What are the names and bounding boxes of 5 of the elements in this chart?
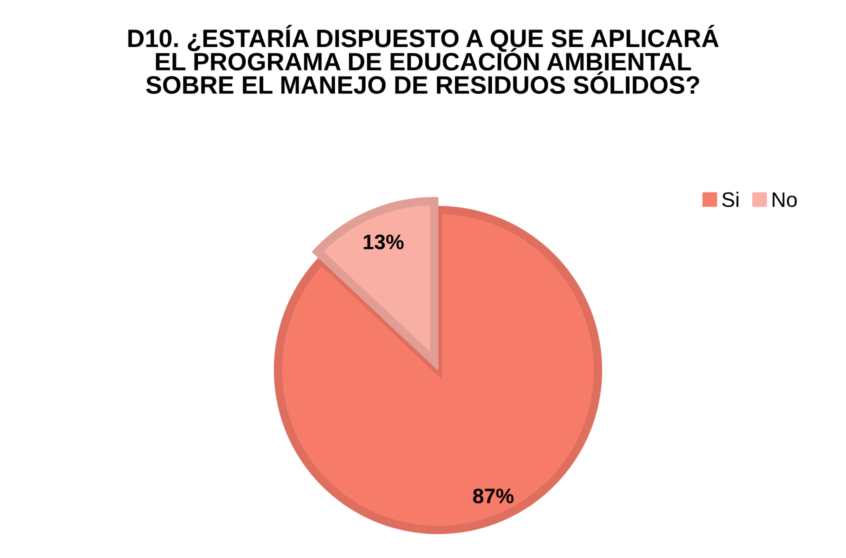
chart-title: D10. ¿ESTARÍA DISPUESTO A QUE SE APLICARÁ EL PROGRAMA DE EDUCACIÓN AMBIENTAL SOBRE EL MANEJO DE RESIDUOS SÓLIDOS?	[128, 24, 719, 94]
data-label: 87%	[473, 488, 514, 504]
data-label: 13%	[364, 234, 404, 250]
legend-label: Si	[722, 192, 738, 208]
legend-label: No	[772, 192, 797, 208]
